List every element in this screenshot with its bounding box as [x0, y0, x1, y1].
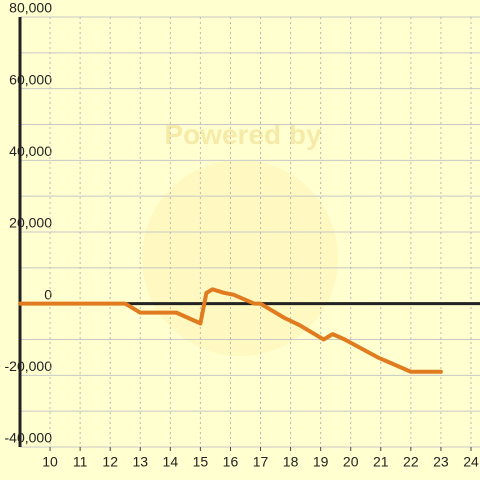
x-tick-label: 23 [433, 454, 449, 470]
y-tick-label: 80,000 [9, 0, 52, 16]
y-tick-label: 60,000 [9, 71, 52, 87]
x-tick-label: 11 [73, 454, 88, 470]
x-tick-label: 22 [403, 454, 419, 470]
y-tick-label: -20,000 [5, 358, 53, 374]
x-tick-label: 16 [223, 454, 239, 470]
y-tick-label: -40,000 [5, 430, 53, 446]
x-tick-label: 17 [253, 454, 269, 470]
x-tick-label: 13 [132, 454, 148, 470]
x-tick-label: 21 [373, 454, 389, 470]
x-tick-label: 14 [163, 454, 179, 470]
y-tick-label: 40,000 [9, 143, 52, 159]
watermark-logo [142, 160, 338, 356]
x-tick-label: 24 [463, 454, 479, 470]
x-tick-label: 19 [313, 454, 329, 470]
x-tick-label: 18 [283, 454, 299, 470]
y-tick-label: 0 [44, 286, 52, 302]
watermark: Powered by [164, 119, 322, 150]
x-tick-label: 20 [343, 454, 359, 470]
x-tick-label: 10 [42, 454, 58, 470]
x-tick-label: 12 [102, 454, 118, 470]
x-tick-label: 15 [193, 454, 209, 470]
line [18, 287, 443, 374]
y-tick-label: 20,000 [9, 215, 52, 231]
